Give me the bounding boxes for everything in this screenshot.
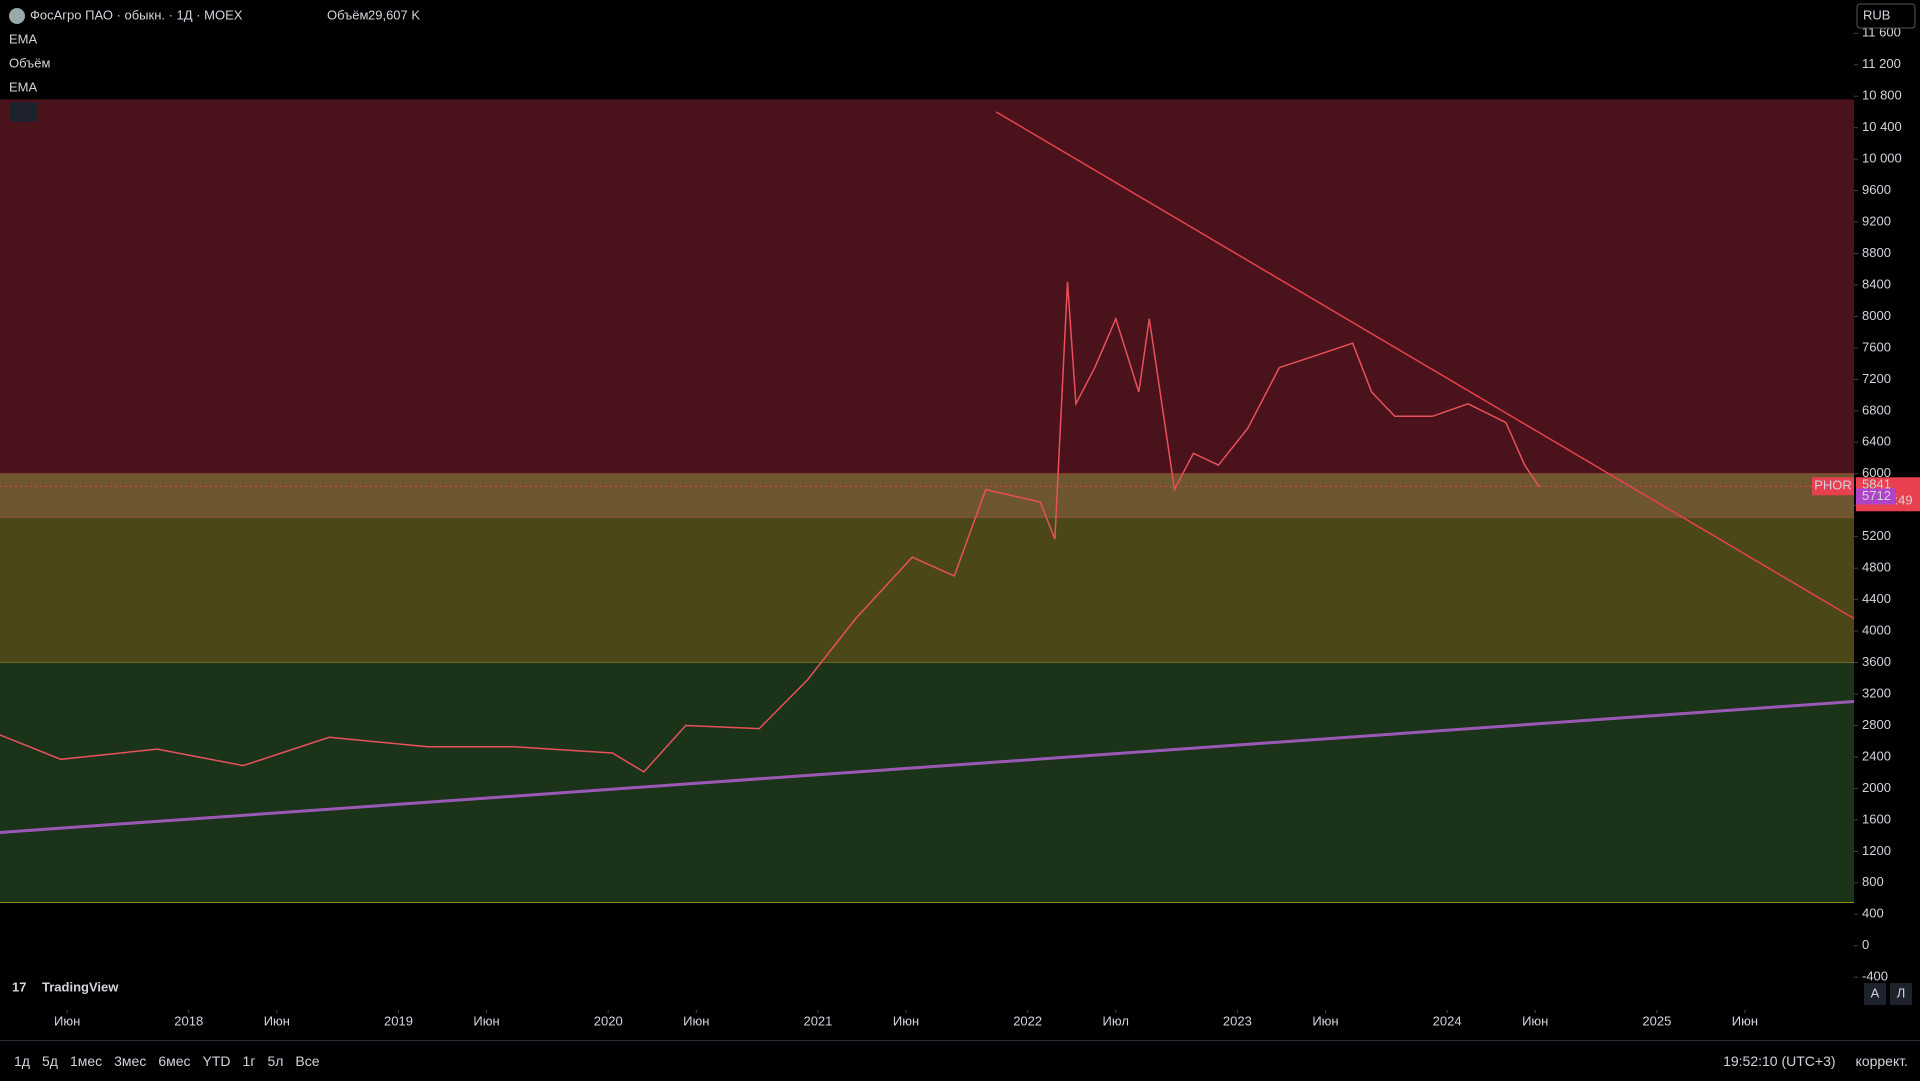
y-tick-label: 11 200	[1862, 56, 1901, 71]
y-tick-label: 2800	[1862, 717, 1891, 732]
x-tick-label: Июн	[1522, 1013, 1548, 1028]
scale-btn[interactable]	[1864, 983, 1886, 1005]
y-tick-label: 4800	[1862, 560, 1891, 575]
x-tick-label: Июн	[264, 1013, 290, 1028]
y-tick-label: 10 000	[1862, 151, 1902, 166]
ema-tag-value: 5712	[1862, 488, 1891, 503]
x-tick-label: 2018	[174, 1013, 203, 1028]
clock: 19:52:10 (UTC+3)	[1723, 1053, 1836, 1069]
volume-value: 29,607 K	[368, 7, 420, 22]
zone	[0, 517, 1854, 663]
x-tick-label: Июл	[1103, 1013, 1129, 1028]
range-btn[interactable]: 1д	[14, 1053, 30, 1069]
ema-tag-bg	[1856, 488, 1896, 505]
currency-btn[interactable]	[1856, 3, 1916, 29]
y-tick-label: 1600	[1862, 811, 1891, 826]
zone	[0, 473, 1854, 518]
range-btn[interactable]: YTD	[202, 1053, 231, 1069]
ranges: 1д 5д 1мес 3мес 6мес YTD 1г 5л Все	[14, 1053, 320, 1069]
y-tick-label: 6000	[1862, 465, 1891, 480]
y-tick-label: 6400	[1862, 434, 1891, 449]
indicator: EMA	[9, 79, 38, 94]
y-tick-label: 800	[1862, 874, 1884, 889]
volume-label: Объём	[327, 7, 368, 22]
symbol: ФосАгро ПАО · обыкн. · 1Д · MOEX	[30, 7, 243, 22]
range-btn[interactable]: Все	[295, 1053, 320, 1069]
price-axis	[1855, 0, 1920, 1038]
range-btn[interactable]: 5л	[267, 1053, 284, 1069]
y-tick-label: 7600	[1862, 339, 1891, 354]
indicator: EMA	[9, 31, 38, 46]
adjust[interactable]: коррект.	[1855, 1053, 1908, 1069]
range-btn[interactable]: 3мес	[114, 1053, 147, 1069]
x-tick-label: Июн	[54, 1013, 80, 1028]
y-tick-label: -400	[1862, 969, 1888, 984]
x-tick-label: 2021	[803, 1013, 832, 1028]
zone	[0, 99, 1854, 474]
y-tick-label: 3200	[1862, 685, 1891, 700]
symbol-bg	[1812, 477, 1854, 496]
x-tick-label: 2025	[1642, 1013, 1671, 1028]
scale-btn-label: A	[1871, 985, 1880, 1000]
toolbar: 1д 5д 1мес 3мес 6мес YTD 1г 5л Все 19:52:10 (UTC…	[0, 1040, 1920, 1081]
y-tick-label: 9600	[1862, 182, 1891, 197]
y-tick-label: 3600	[1862, 654, 1891, 669]
x-tick-label: Июн	[1312, 1013, 1338, 1028]
price-line	[0, 281, 1541, 773]
x-tick-label: 2019	[384, 1013, 413, 1028]
range-btn[interactable]: 1мес	[69, 1053, 103, 1069]
y-tick-label: 4400	[1862, 591, 1891, 606]
y-tick-label: 1200	[1862, 843, 1891, 858]
x-tick-label: Июн	[683, 1013, 709, 1028]
y-tick-label: 400	[1862, 906, 1884, 921]
y-tick-label: 9200	[1862, 213, 1891, 228]
x-tick-label: Июн	[893, 1013, 919, 1028]
scale-btn-label: Л	[1897, 985, 1906, 1000]
y-tick-label: 6800	[1862, 402, 1891, 417]
range-btn[interactable]: 1г	[242, 1053, 256, 1069]
x-tick-label: Июн	[1732, 1013, 1758, 1028]
y-tick-label: 8000	[1862, 308, 1891, 323]
y-tick-label: 4000	[1862, 623, 1891, 638]
price-tag-symbol: PHOR	[1814, 478, 1852, 493]
watermark: TradingView	[42, 979, 119, 994]
y-tick-label: 10 400	[1862, 119, 1902, 134]
collapse-btn[interactable]	[10, 102, 37, 122]
trendline	[995, 111, 1855, 620]
range-btn[interactable]: 5д	[41, 1053, 58, 1069]
price-tag-value: 5841	[1862, 477, 1891, 492]
x-tick-label: 2023	[1223, 1013, 1252, 1028]
logo	[9, 8, 25, 24]
range-btn[interactable]: 6мес	[158, 1053, 191, 1069]
zone	[0, 662, 1854, 903]
y-tick-label: 7200	[1862, 371, 1891, 386]
y-tick-label: 2000	[1862, 780, 1891, 795]
indicator: Объём	[9, 55, 50, 70]
y-tick-label: 8800	[1862, 245, 1891, 260]
y-tick-label: 5200	[1862, 528, 1891, 543]
y-tick-label: 8400	[1862, 276, 1891, 291]
trendline	[0, 699, 1855, 834]
watermark-logo: 17	[12, 979, 26, 994]
scale-btn[interactable]	[1890, 983, 1912, 1005]
x-tick-label: Июн	[473, 1013, 499, 1028]
y-tick-label: 2400	[1862, 748, 1891, 763]
currency: RUB	[1863, 7, 1890, 22]
x-tick-label: 2020	[594, 1013, 623, 1028]
x-tick-label: 2022	[1013, 1013, 1042, 1028]
y-tick-label: 10 800	[1862, 88, 1902, 103]
x-tick-label: 2024	[1433, 1013, 1462, 1028]
y-tick-label: 0	[1862, 937, 1869, 952]
